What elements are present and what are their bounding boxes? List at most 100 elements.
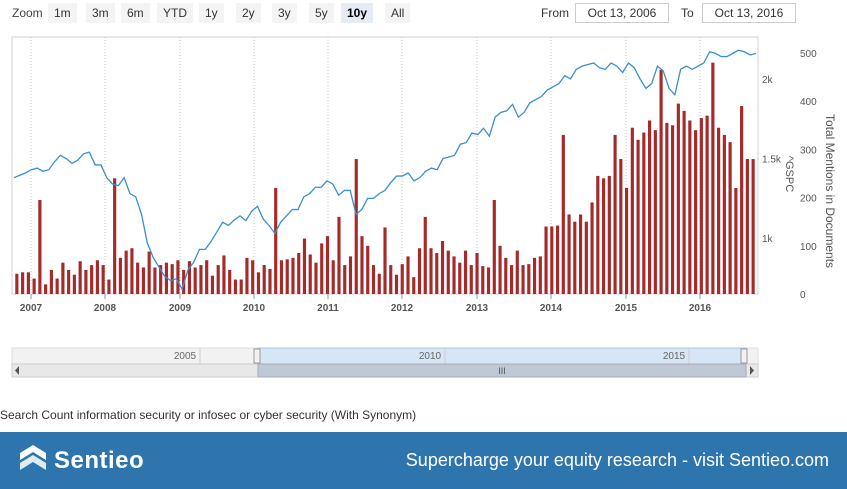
bar[interactable] bbox=[389, 265, 393, 294]
bar[interactable] bbox=[314, 262, 318, 294]
bar[interactable] bbox=[383, 227, 387, 294]
bar[interactable] bbox=[72, 274, 76, 294]
bar[interactable] bbox=[337, 216, 341, 294]
bar[interactable] bbox=[187, 261, 192, 294]
scrollbar-thumb[interactable] bbox=[257, 363, 747, 378]
bar[interactable] bbox=[256, 272, 261, 294]
bar[interactable] bbox=[601, 178, 606, 294]
bar[interactable] bbox=[67, 269, 71, 294]
bar[interactable] bbox=[573, 221, 577, 294]
bar[interactable] bbox=[343, 265, 347, 294]
bar[interactable] bbox=[625, 187, 629, 294]
bar[interactable] bbox=[521, 265, 525, 294]
bar[interactable] bbox=[26, 272, 30, 294]
bar[interactable] bbox=[170, 264, 174, 294]
bar[interactable] bbox=[210, 275, 215, 294]
zoom-button-3m[interactable]: 3m bbox=[86, 3, 115, 23]
bar[interactable] bbox=[538, 256, 542, 294]
bar[interactable] bbox=[366, 245, 370, 294]
bar[interactable] bbox=[734, 187, 738, 294]
bar[interactable] bbox=[124, 250, 128, 294]
bar[interactable] bbox=[331, 260, 335, 294]
bar[interactable] bbox=[176, 260, 180, 294]
zoom-button-1y[interactable]: 1y bbox=[199, 3, 224, 23]
zoom-button-5y[interactable]: 5y bbox=[309, 3, 334, 23]
bar[interactable] bbox=[435, 253, 439, 294]
bar[interactable] bbox=[262, 265, 266, 294]
bar[interactable] bbox=[38, 200, 42, 294]
bar[interactable] bbox=[458, 262, 462, 294]
bar[interactable] bbox=[544, 226, 548, 294]
to-date-input[interactable] bbox=[702, 3, 796, 23]
bar[interactable] bbox=[107, 279, 111, 294]
bar[interactable] bbox=[245, 257, 249, 294]
bar[interactable] bbox=[216, 265, 220, 294]
bar[interactable] bbox=[251, 260, 255, 294]
bar[interactable] bbox=[705, 115, 709, 294]
bar[interactable] bbox=[118, 257, 122, 294]
bar[interactable] bbox=[590, 202, 594, 294]
bar[interactable] bbox=[469, 265, 473, 294]
zoom-button-10y[interactable]: 10y bbox=[341, 3, 374, 23]
bar[interactable] bbox=[619, 159, 623, 294]
bar[interactable] bbox=[32, 278, 36, 294]
bar[interactable] bbox=[95, 260, 99, 294]
bar[interactable] bbox=[717, 127, 721, 295]
bar[interactable] bbox=[360, 236, 364, 294]
bar[interactable] bbox=[199, 265, 203, 294]
bar[interactable] bbox=[291, 257, 295, 294]
bar[interactable] bbox=[676, 103, 680, 294]
bar[interactable] bbox=[596, 175, 600, 294]
from-date-input[interactable] bbox=[575, 3, 669, 23]
zoom-button-6m[interactable]: 6m bbox=[121, 3, 150, 23]
bar[interactable] bbox=[61, 262, 65, 294]
zoom-button-2y[interactable]: 2y bbox=[236, 3, 261, 23]
bar[interactable] bbox=[745, 159, 749, 294]
bar[interactable] bbox=[308, 254, 312, 294]
bar[interactable] bbox=[239, 279, 243, 294]
bar[interactable] bbox=[688, 120, 692, 294]
bar[interactable] bbox=[302, 238, 307, 294]
bar[interactable] bbox=[113, 178, 117, 294]
zoom-button-all[interactable]: All bbox=[385, 3, 411, 23]
bar[interactable] bbox=[325, 236, 330, 294]
bar[interactable] bbox=[44, 284, 48, 294]
bar[interactable] bbox=[694, 130, 698, 294]
bar[interactable] bbox=[636, 139, 640, 294]
bar[interactable] bbox=[711, 62, 715, 294]
bar[interactable] bbox=[648, 120, 652, 294]
gspc-line[interactable] bbox=[13, 49, 757, 291]
bar[interactable] bbox=[84, 269, 88, 294]
bar[interactable] bbox=[486, 267, 491, 294]
bar[interactable] bbox=[193, 267, 197, 294]
zoom-button-1m[interactable]: 1m bbox=[48, 3, 77, 23]
navigator-left-handle[interactable] bbox=[253, 348, 261, 364]
bar[interactable] bbox=[354, 159, 358, 294]
bar[interactable] bbox=[722, 134, 726, 294]
bar[interactable] bbox=[498, 245, 502, 294]
bar[interactable] bbox=[297, 253, 301, 294]
scroll-left-arrow-icon[interactable] bbox=[15, 366, 19, 375]
bar[interactable] bbox=[567, 214, 571, 294]
bar[interactable] bbox=[285, 259, 289, 294]
bar[interactable] bbox=[452, 256, 456, 294]
bar[interactable] bbox=[504, 257, 508, 294]
scroll-right-arrow-icon[interactable] bbox=[750, 366, 754, 375]
bar[interactable] bbox=[371, 265, 376, 294]
bar[interactable] bbox=[348, 256, 353, 294]
bar[interactable] bbox=[147, 251, 151, 294]
bar[interactable] bbox=[55, 278, 59, 294]
footer-tagline[interactable]: Supercharge your equity research - visit… bbox=[405, 450, 829, 470]
bar[interactable] bbox=[682, 110, 686, 294]
bar[interactable] bbox=[101, 265, 105, 294]
bar[interactable] bbox=[728, 142, 732, 294]
bar[interactable] bbox=[642, 132, 646, 294]
bar[interactable] bbox=[320, 243, 324, 294]
bar[interactable] bbox=[699, 118, 703, 294]
navigator-right-handle[interactable] bbox=[740, 348, 748, 364]
bar[interactable] bbox=[49, 269, 53, 294]
bar[interactable] bbox=[233, 279, 238, 294]
main-chart[interactable]: 2007 2008 2009 2010 2011 2012 2013 2014 2015 2016… bbox=[0, 26, 847, 326]
bar[interactable] bbox=[15, 273, 19, 294]
bar[interactable] bbox=[492, 200, 496, 294]
